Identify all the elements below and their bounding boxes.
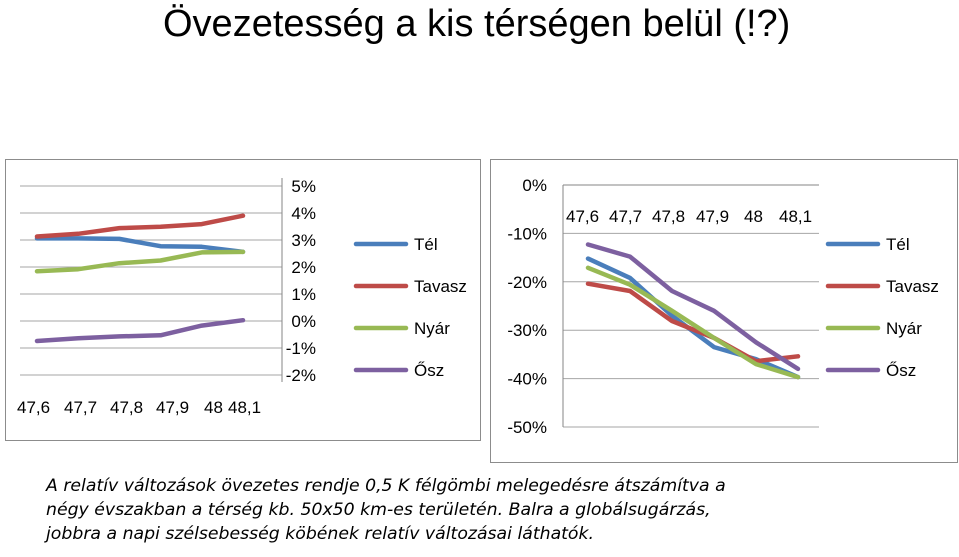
x-tick-label: 47,6 [566,207,599,226]
legend-label-osz: Ősz [886,361,916,380]
x-tick-label: 47,9 [156,398,189,417]
series-line-osz [34,317,246,344]
series-line-tavasz [34,213,246,239]
y-tick-label: -20% [507,273,547,292]
chart-right: 0% -10% -20% -30% -40% -50% 47,6 47,7 47,8 47,9 48… [507,176,939,437]
x-tick-label: 48 [744,207,763,226]
page-title: Övezetesség a kis térségen belül (!?) [163,3,791,45]
y-tick-label: 1% [291,285,316,304]
caption-line: négy évszakban a térség kb. 50x50 km-es … [46,500,711,520]
x-tick-label: 47,9 [696,207,729,226]
y-tick-label: -2% [286,366,316,385]
series-line-nyar [585,265,801,380]
y-tick-label: -40% [507,370,547,389]
chart-left: 5% 4% 3% 2% 1% 0% -1% -2% 47,6 47,7 47,8 47,9 48 48,1… [17,177,467,417]
y-tick-label: 0% [522,176,547,195]
legend-label-osz: Ősz [414,361,444,380]
legend-label-tavasz: Tavasz [886,277,939,296]
x-tick-label: 48,1 [779,207,812,226]
chart-right-panel: 0% -10% -20% -30% -40% -50% 47,6 47,7 47,8 47,9 48… [490,159,958,463]
series-line-tavasz [585,281,801,364]
y-tick-label: -10% [507,224,547,243]
x-tick-label: 47,7 [64,398,97,417]
y-tick-label: 0% [291,312,316,331]
chart-left-panel: 5% 4% 3% 2% 1% 0% -1% -2% 47,6 47,7 47,8 47,9 48 48,1… [5,159,481,441]
y-tick-label: -50% [507,418,547,437]
y-tick-label: 3% [291,231,316,250]
caption-line: A relatív változások övezetes rendje 0,5… [46,476,726,496]
y-tick-label: -30% [507,321,547,340]
legend-label-nyar: Nyár [414,319,450,338]
x-tick-label: 48,1 [228,398,261,417]
caption-line: jobbra a napi szélsebesség köbének relat… [46,524,595,544]
legend-label-tel: Tél [414,235,438,254]
legend-label-tavasz: Tavasz [414,277,467,296]
series-line-osz [585,242,801,372]
legend-label-nyar: Nyár [886,319,922,338]
y-tick-label: 4% [291,204,316,223]
x-tick-label: 47,8 [110,398,143,417]
y-tick-label: 5% [291,177,316,196]
series-line-tel [34,236,246,255]
series-line-nyar [34,249,246,274]
x-tick-label: 47,8 [652,207,685,226]
x-tick-label: 47,6 [17,398,50,417]
x-tick-label: 48 [204,398,223,417]
legend-label-tel: Tél [886,235,910,254]
y-tick-label: -1% [286,339,316,358]
caption: A relatív változások övezetes rendje 0,5… [46,474,936,546]
y-tick-label: 2% [291,258,316,277]
x-tick-label: 47,7 [609,207,642,226]
